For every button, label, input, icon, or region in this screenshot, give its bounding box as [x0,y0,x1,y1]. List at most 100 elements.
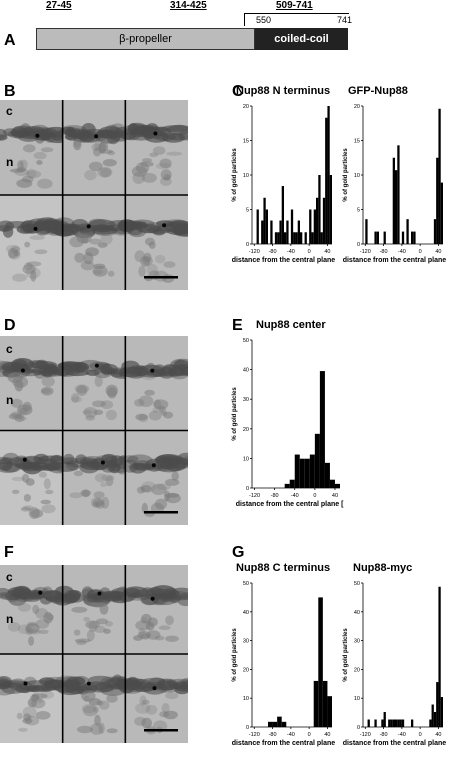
y-tick-label: 20 [243,667,249,673]
x-tick-label: -120 [360,732,371,738]
histogram-bar [304,232,307,244]
histogram-bar [309,454,315,488]
y-tick-label: 40 [354,610,360,616]
domain-label-coiled-coil: coiled-coil [274,33,329,45]
histogram-bar [390,719,393,727]
range-bracket-line [244,13,349,14]
histogram-bar [304,458,310,488]
y-tick-label: 10 [354,173,360,179]
side-label-nucleus-d: n [6,393,14,407]
side-label-nucleus-b: n [6,155,14,169]
micrograph-cell [53,654,136,743]
x-tick-label: 40 [435,249,441,255]
x-tick-label: -40 [287,732,295,738]
histogram-bar [261,220,264,244]
histogram-bar [281,186,284,244]
gold-particle [86,681,91,686]
histogram-bar [322,197,326,244]
x-axis-label: distance from the central plane [nm] [343,257,447,264]
histogram-bar [293,232,296,244]
x-tick-label: -40 [398,249,406,255]
histogram-bar [322,680,328,727]
scale-bar [144,511,178,514]
micrograph-cell [52,336,136,431]
histogram-bar [274,232,278,244]
histogram-bar [411,231,414,244]
gold-particle [150,596,155,601]
y-tick-label: 0 [357,242,360,248]
chart-title-nup88-n-terminus: Nup88 N terminus [236,85,331,97]
gold-particle [22,457,27,462]
histogram-bar [406,219,409,244]
range-label-314-425: 314-425 [170,0,207,11]
panel-label-c: C [232,83,244,100]
histogram-bar [297,220,300,244]
histogram-bar [395,170,398,244]
histogram-bar [429,719,432,727]
scale-bar [144,276,178,279]
histogram-bar [383,231,386,244]
x-tick-label: 40 [324,732,330,738]
histogram-bar [290,209,294,244]
y-tick-label: 20 [354,667,360,673]
y-tick-label: 20 [354,104,360,110]
y-tick-label: 50 [243,338,249,344]
micrograph-panel-d [0,336,188,525]
y-tick-label: 30 [243,639,249,645]
domain-coiled-coil: coiled-coil [255,28,348,50]
histogram-bar [256,209,259,244]
histogram-bar [320,232,323,244]
gold-particle [153,131,158,136]
histogram-bar [265,209,268,244]
side-label-cytoplasm-f: c [6,570,13,584]
y-tick-label: 15 [243,139,249,145]
gold-particle [23,681,28,686]
gold-particle [100,460,105,465]
histogram-bar [440,697,443,727]
y-axis-label: % of gold particles [232,628,238,682]
y-tick-label: 5 [246,208,249,214]
histogram-bar [327,696,332,727]
micrograph-cell [0,336,65,431]
histogram-bar [392,719,395,727]
micrograph-cell [120,100,188,195]
y-tick-label: 10 [243,173,249,179]
x-tick-label: 0 [313,493,316,499]
histogram-bar [281,721,287,727]
micrograph-cell [117,195,188,290]
histogram-bar [294,454,300,488]
y-axis-label: % of gold particles [232,148,238,202]
micrograph-cell [59,100,134,195]
y-tick-label: 40 [243,610,249,616]
x-tick-label: 40 [435,732,441,738]
panel-label-b: B [4,83,16,100]
histogram-bar [401,231,405,244]
histogram-bar [272,721,278,727]
histogram-bar [329,479,335,488]
histogram-bar [313,209,316,244]
y-tick-label: 20 [243,104,249,110]
range-bracket-tick [244,13,245,26]
x-tick-label: -120 [360,249,371,255]
x-tick-label: -120 [249,249,260,255]
histogram-bar [436,157,439,244]
micrograph-cell [0,654,68,743]
y-tick-label: 20 [243,427,249,433]
x-tick-label: -80 [271,493,279,499]
histogram-bar [413,231,416,244]
histogram-bar [397,719,400,727]
domain-label-beta-propeller: β-propeller [119,33,172,45]
histogram-bar [399,719,402,727]
x-tick-label: -40 [398,732,406,738]
histogram-bar [395,719,398,727]
x-tick-label: 0 [419,249,422,255]
histogram-bar [284,483,290,488]
y-tick-label: 50 [354,581,360,587]
chart-title-gfp-nup88: GFP-Nup88 [348,85,408,97]
micrograph-cell [120,430,188,525]
histogram-bar [325,117,328,244]
histogram-bar [318,597,323,727]
histogram-bar [411,719,414,727]
x-tick-label: -80 [380,732,388,738]
chart-nup88-myc: 0 10 20 30 40 50 -120 -80 -40 0 40 distance from th… [343,581,447,747]
